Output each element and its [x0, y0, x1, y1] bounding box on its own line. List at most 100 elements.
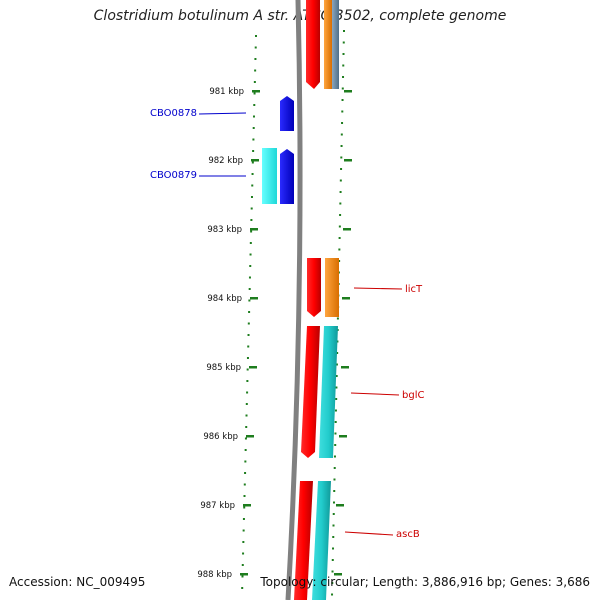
inner-dotted-ring — [241, 35, 257, 589]
gene-label-line — [353, 287, 403, 290]
tick-mark-inner — [251, 159, 259, 162]
tick-mark-outer — [342, 297, 350, 300]
tick-label: 984 kbp — [207, 294, 242, 304]
ring-dot — [334, 409, 337, 412]
ring-dot — [336, 317, 339, 320]
tick-mark-outer — [339, 435, 347, 438]
ring-dot — [331, 582, 334, 584]
ring-dot — [252, 115, 255, 118]
tick-label: 987 kbp — [200, 501, 235, 511]
ring-dot — [335, 363, 338, 366]
tick-mark-outer — [341, 366, 349, 369]
ring-dot — [246, 380, 249, 382]
ring-dot — [338, 260, 341, 262]
ring-dot — [332, 547, 335, 550]
ring-dot — [244, 460, 247, 463]
ring-dot — [245, 403, 248, 405]
feature-ascB-red — [294, 481, 313, 600]
tick-label: 982 kbp — [208, 156, 243, 166]
gene-label-line — [198, 112, 247, 115]
ring-dot — [334, 444, 337, 446]
ring-dot — [247, 322, 250, 325]
ring-dot — [332, 524, 335, 527]
ring-dot — [242, 552, 245, 555]
ring-dot — [248, 299, 251, 302]
ring-dot — [244, 449, 247, 451]
tick-label: 988 kbp — [197, 570, 232, 580]
feature-red-top — [306, 0, 320, 89]
ring-dot — [252, 138, 255, 141]
ring-dot — [339, 191, 342, 193]
ring-dot — [250, 230, 253, 233]
tick-label: 985 kbp — [206, 363, 241, 373]
tick-mark-outer — [343, 228, 351, 231]
ring-dot — [333, 467, 336, 469]
ring-dot — [247, 345, 250, 348]
tick-mark-outer — [344, 90, 352, 93]
gene-label-line — [350, 392, 400, 396]
ring-dot — [251, 161, 254, 164]
gene-label: ascB — [396, 529, 420, 540]
ring-dot — [250, 219, 253, 221]
ring-dot — [340, 133, 343, 136]
ring-dot — [338, 225, 341, 228]
ring-dot — [339, 202, 342, 205]
ring-dot — [251, 184, 254, 187]
ring-dot — [253, 104, 256, 106]
ring-dot — [340, 168, 343, 170]
gene-label: licT — [405, 284, 423, 295]
ring-dot — [332, 501, 335, 504]
ring-dot — [244, 472, 247, 474]
ring-dot — [334, 432, 337, 435]
ring-dot — [333, 455, 336, 458]
ring-dot — [252, 127, 255, 129]
ring-dot — [249, 242, 252, 244]
ring-dot — [342, 53, 345, 55]
ring-dot — [340, 156, 343, 159]
feature-bglC-cyan — [319, 326, 338, 458]
tick-mark-outer — [334, 573, 342, 576]
ring-dot — [341, 110, 344, 113]
gene-label-line — [344, 531, 394, 536]
feature-cbo0878 — [280, 96, 294, 131]
ring-dot — [341, 122, 344, 124]
gene-label-lines — [198, 112, 403, 536]
ring-dot — [247, 334, 250, 336]
ring-dot — [254, 69, 257, 72]
ring-dot — [241, 587, 244, 589]
ring-dot — [241, 564, 244, 566]
ring-dot — [254, 58, 257, 60]
ring-dot — [246, 368, 249, 371]
tick-label: 981 kbp — [209, 87, 244, 97]
feature-cbo0879 — [280, 149, 294, 204]
ring-dot — [342, 41, 345, 44]
ring-dot — [342, 76, 345, 78]
ring-dot — [248, 311, 251, 313]
ring-dot — [246, 391, 249, 394]
gene-label: bglC — [402, 390, 424, 401]
ring-dot — [331, 593, 334, 596]
ring-dot — [335, 386, 338, 389]
ring-dot — [332, 536, 335, 538]
feature-gray-top — [332, 0, 339, 89]
feature-orange-top — [324, 0, 332, 89]
ring-dot — [249, 253, 252, 256]
ring-dot — [334, 421, 337, 423]
ring-dot — [252, 150, 255, 152]
topology-text: Topology: circular; Length: 3,886,916 bp… — [260, 575, 590, 589]
feature-licT-red — [307, 258, 321, 317]
ring-dot — [242, 529, 245, 532]
ring-dot — [255, 35, 257, 37]
tick-mark-inner — [250, 228, 258, 231]
ring-dot — [250, 207, 253, 210]
ring-dot — [251, 173, 254, 175]
ring-dot — [253, 92, 256, 95]
ring-dot — [248, 276, 251, 279]
ring-dot — [336, 352, 339, 354]
ring-dot — [254, 46, 257, 49]
ring-dot — [341, 87, 344, 90]
ring-dot — [338, 237, 341, 239]
ring-dot — [331, 570, 334, 573]
ring-dot — [243, 495, 246, 497]
